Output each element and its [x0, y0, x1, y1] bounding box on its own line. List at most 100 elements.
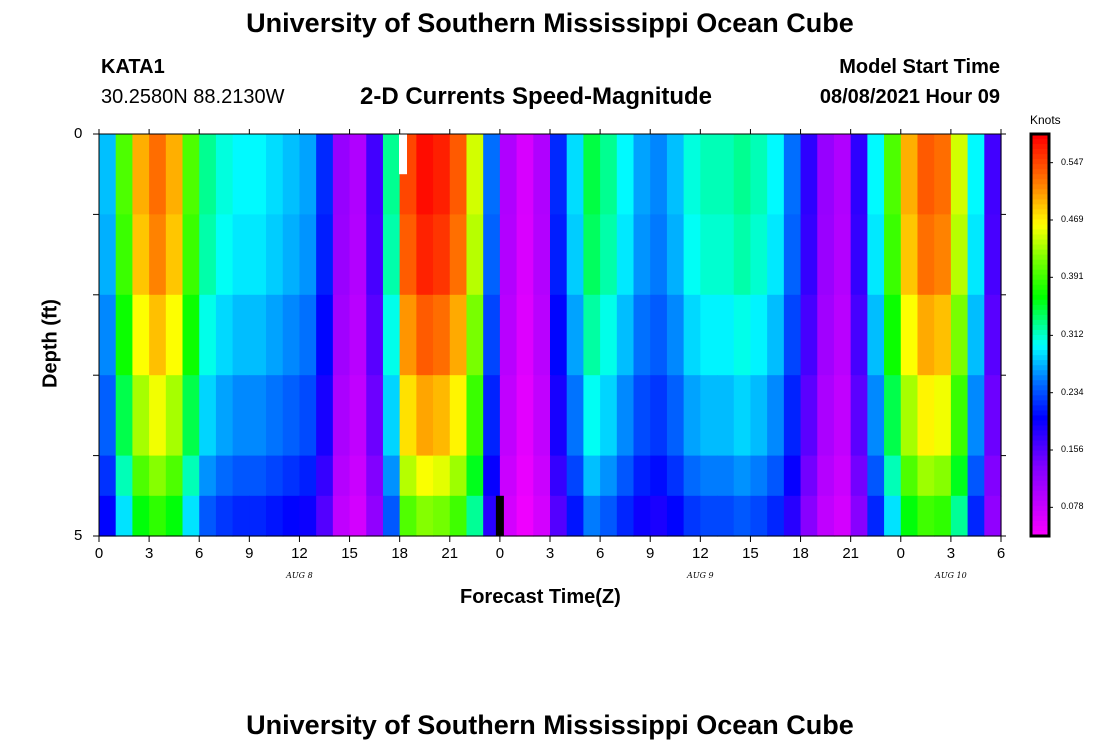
- heatmap-cell: [800, 214, 818, 296]
- heatmap-cell: [917, 294, 935, 376]
- heatmap-cell: [215, 375, 234, 457]
- heatmap-cell: [934, 455, 952, 497]
- heatmap-cell: [967, 214, 985, 296]
- heatmap-cell: [633, 134, 651, 215]
- heatmap-cell: [182, 134, 200, 215]
- heatmap-cell: [316, 455, 334, 497]
- heatmap-cell: [466, 375, 484, 457]
- heatmap-cell: [984, 134, 1002, 215]
- heatmap-cell: [800, 294, 818, 376]
- heatmap-cell: [215, 294, 234, 376]
- colorbar-segment: [1031, 309, 1049, 316]
- heatmap-cell: [516, 495, 534, 537]
- colorbar-segment: [1031, 460, 1049, 467]
- colorbar-segment: [1031, 490, 1049, 497]
- heatmap-cell: [382, 495, 401, 537]
- heatmap-cell: [316, 214, 334, 296]
- heatmap-cell: [984, 214, 1002, 296]
- colorbar-segment: [1031, 149, 1049, 155]
- heatmap-cell: [917, 455, 935, 497]
- heatmap-cell: [466, 294, 484, 376]
- heatmap-cell: [499, 495, 518, 537]
- colorbar-segment: [1031, 395, 1049, 401]
- heatmap-cell: [833, 495, 852, 537]
- colorbar-segment: [1031, 365, 1049, 371]
- x-tick-label: 21: [441, 545, 459, 562]
- heatmap-cell: [516, 294, 534, 376]
- top-title: University of Southern Mississippi Ocean…: [246, 8, 854, 38]
- colorbar-segment: [1031, 179, 1049, 185]
- heatmap-cell: [600, 294, 618, 376]
- heatmap-cell: [800, 495, 818, 537]
- station-id: KATA1: [101, 56, 165, 78]
- colorbar-segment: [1031, 485, 1049, 492]
- heatmap-cell: [650, 294, 668, 376]
- heatmap-cell: [332, 214, 351, 296]
- heatmap-cell: [717, 294, 735, 376]
- heatmap-cell: [700, 495, 718, 537]
- heatmap-cell: [149, 134, 167, 215]
- heatmap-cell: [165, 294, 184, 376]
- heatmap-cell: [833, 294, 852, 376]
- colorbar-segment: [1031, 259, 1049, 266]
- axis-ticks: [93, 129, 1006, 542]
- heatmap-cell: [399, 495, 417, 537]
- heatmap-cell: [182, 375, 200, 457]
- colorbar-segment: [1031, 380, 1049, 386]
- colorbar-segment: [1031, 475, 1049, 482]
- heatmap-cell: [917, 214, 935, 296]
- heatmap-cell: [199, 495, 217, 537]
- colorbar-segment: [1031, 450, 1049, 457]
- heatmap-cell: [566, 214, 585, 296]
- heatmap-cell: [99, 134, 117, 215]
- heatmap-cell: [616, 134, 635, 215]
- heatmap-cell: [416, 214, 434, 296]
- colorbar-segment: [1031, 335, 1049, 341]
- heatmap-cell: [717, 375, 735, 457]
- heatmap-cell: [165, 214, 184, 296]
- heatmap-cell: [633, 495, 651, 537]
- heatmap-cell: [249, 455, 267, 497]
- colorbar: [1029, 132, 1053, 538]
- heatmap-cell: [650, 455, 668, 497]
- heatmap-cell: [917, 134, 935, 215]
- heatmap-cell: [600, 214, 618, 296]
- heatmap-cell: [115, 294, 134, 376]
- heatmap-cell: [99, 214, 117, 296]
- x-tick-label: 3: [545, 545, 555, 562]
- heatmap-cell: [616, 495, 635, 537]
- plot-title: 2-D Currents Speed-Magnitude: [360, 83, 713, 110]
- heatmap-cell: [199, 375, 217, 457]
- heatmap-cell: [483, 134, 501, 215]
- colorbar-segment: [1031, 515, 1049, 522]
- heatmap-cell: [767, 134, 785, 215]
- colorbar-segment: [1031, 370, 1049, 376]
- colorbar-segment: [1031, 229, 1049, 236]
- heatmap-cell: [733, 495, 752, 537]
- colorbar-segment: [1031, 274, 1049, 281]
- heatmap-cell: [850, 375, 868, 457]
- heatmap-cell: [499, 455, 518, 497]
- colorbar-segment: [1031, 430, 1049, 437]
- heatmap-cell: [182, 495, 200, 537]
- heatmap-cell: [349, 495, 367, 537]
- heatmap-cell: [733, 214, 752, 296]
- x-tick-label: 0: [94, 545, 104, 562]
- heatmap-cell: [934, 214, 952, 296]
- heatmap-cell: [833, 455, 852, 497]
- heatmap-cell: [382, 375, 401, 457]
- heatmap-cell: [666, 294, 685, 376]
- heatmap-cell: [700, 375, 718, 457]
- heatmap-cell: [900, 375, 919, 457]
- heatmap-cell: [700, 214, 718, 296]
- heatmap-cell: [934, 294, 952, 376]
- heatmap-cell: [366, 455, 384, 497]
- heatmap-cell: [633, 294, 651, 376]
- heatmap-cell: [282, 455, 301, 497]
- colorbar-tick-label: 0.391: [1061, 271, 1084, 282]
- heatmap-cell: [483, 375, 501, 457]
- colorbar-segment: [1031, 254, 1049, 261]
- heatmap-cell: [566, 495, 585, 537]
- heatmap-cell: [683, 294, 701, 376]
- colorbar-segment: [1031, 284, 1049, 291]
